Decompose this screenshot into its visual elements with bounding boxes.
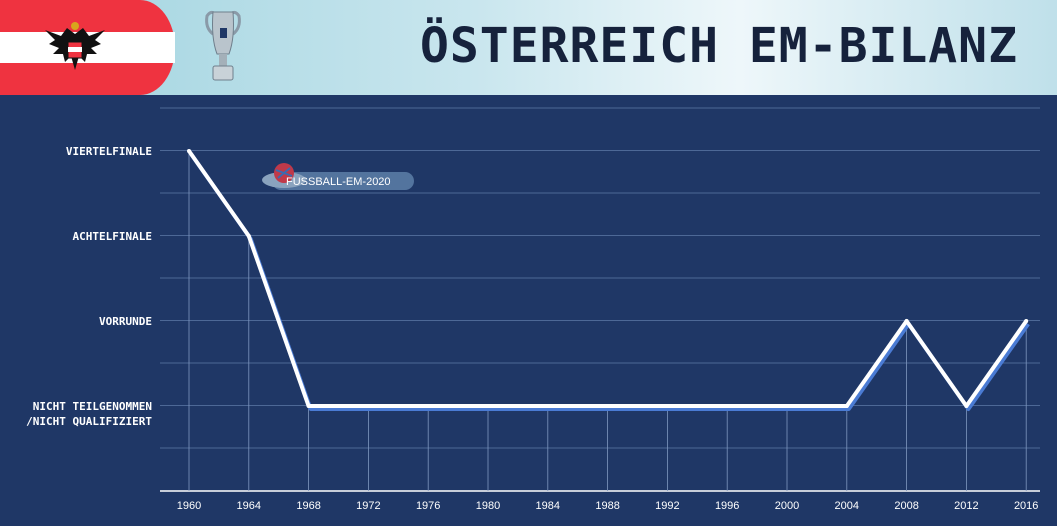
austria-flag-icon — [0, 0, 175, 95]
x-tick-label: 1976 — [415, 500, 441, 512]
data-point — [785, 404, 789, 408]
y-tick-label: VIERTELFINALE — [65, 145, 152, 158]
data-point — [545, 404, 550, 408]
line-chart — [160, 107, 1040, 492]
data-point — [366, 404, 371, 408]
data-point — [904, 319, 909, 323]
y-tick-label: VORRUNDE — [99, 315, 152, 328]
x-tick-label: 1996 — [714, 500, 740, 512]
y-tick-label: ACHTELFINALE — [72, 230, 152, 243]
data-point — [187, 149, 191, 153]
watermark-text: FUSSBALL-EM-2020 — [286, 176, 391, 188]
x-tick-label: 2008 — [894, 500, 919, 512]
data-point — [306, 404, 311, 408]
x-tick-label: 1964 — [236, 500, 262, 512]
x-tick-label: 2000 — [774, 500, 800, 512]
data-point — [1024, 319, 1029, 323]
data-point — [665, 404, 670, 408]
y-tick-label: NICHT TEILGENOMMEN/NICHT QUALIFIZIERT — [26, 400, 152, 428]
data-point — [426, 404, 431, 408]
watermark-logo: FUSSBALL-EM-2020 — [262, 163, 414, 190]
data-point — [605, 404, 610, 408]
x-tick-label: 1984 — [535, 500, 561, 512]
x-tick-label: 1992 — [655, 500, 680, 512]
x-tick-label: 1988 — [595, 500, 620, 512]
data-point — [844, 404, 849, 408]
x-tick-label: 1980 — [475, 500, 501, 512]
data-point — [725, 404, 730, 408]
data-point — [964, 404, 969, 408]
x-tick-label: 2016 — [1013, 500, 1039, 512]
series-line-shadow — [189, 152, 1030, 411]
data-point — [246, 234, 251, 238]
trophy-icon — [205, 10, 241, 81]
x-tick-label: 1960 — [176, 500, 202, 512]
x-tick-label: 1968 — [296, 500, 321, 512]
page-title: ÖSTERREICH EM-BILANZ — [420, 18, 1018, 74]
data-point — [486, 404, 490, 408]
header-banner: ÖSTERREICH EM-BILANZ — [0, 0, 1057, 95]
x-tick-label: 2004 — [834, 500, 860, 512]
x-tick-label: 1972 — [356, 500, 381, 512]
x-tick-label: 2012 — [954, 500, 979, 512]
